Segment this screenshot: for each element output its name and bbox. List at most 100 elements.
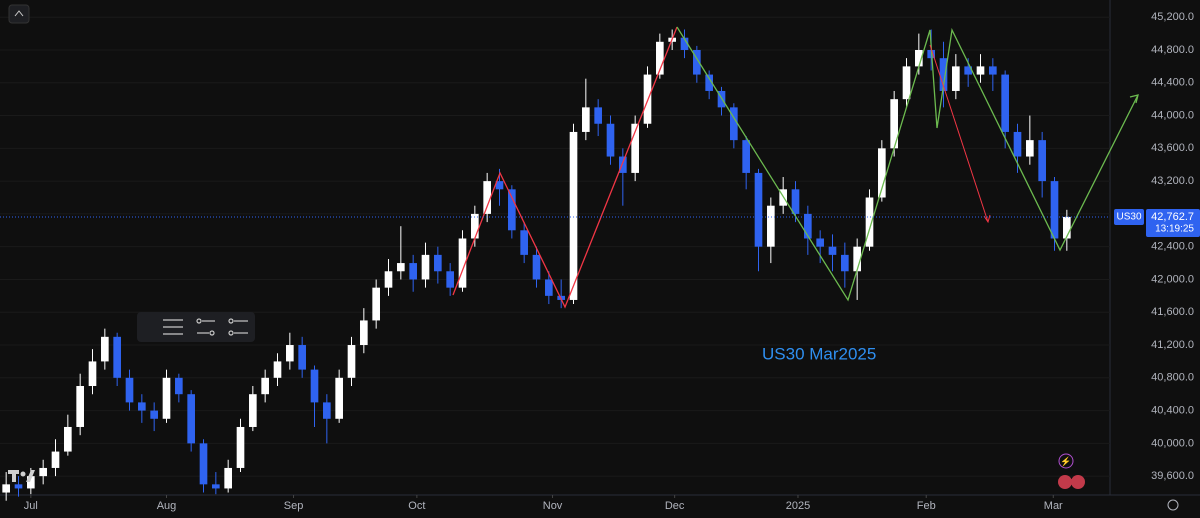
candle-body [939,58,948,91]
candle-body [545,279,553,296]
candle-body [520,230,528,255]
candle-body [631,123,639,173]
candle-body [754,172,763,247]
candle-body [865,197,874,247]
candle-body [2,484,10,493]
candle-body [372,287,380,321]
y-tick-label: 45,200.0 [1151,11,1194,23]
green-arrowhead [1129,94,1139,104]
candle-body [39,467,47,477]
candle-body [434,254,442,272]
candle-body [890,99,898,149]
candle-body [902,66,911,100]
red-arrowhead [983,214,991,224]
y-tick-label: 44,000.0 [1151,109,1194,121]
y-tick-label: 44,800.0 [1151,44,1194,56]
red-zigzag [452,26,678,309]
flag-badge[interactable] [1058,475,1072,489]
candle-body [1038,140,1046,182]
candle-body [804,213,812,239]
candle-body [64,426,72,452]
candle-body [187,394,195,444]
candle-body [989,66,997,75]
candle-body [878,148,886,198]
candle-body [360,320,368,346]
symbol-tag: US30 [1116,212,1141,223]
candle-body [384,271,393,288]
candle-body [471,213,479,239]
candle-body [273,361,282,378]
y-tick-label: 42,000.0 [1151,273,1194,285]
event-icon: ⚡ [1060,455,1071,467]
candle-body [150,410,158,419]
candle-body [619,156,627,173]
x-tick-label: Nov [543,500,563,512]
candle-body [742,140,750,173]
x-tick-label: Feb [917,500,936,512]
candle-body [175,377,183,395]
candle-body [952,66,960,91]
candle-body [261,377,269,395]
candle-body [138,402,146,411]
candle-body [212,484,220,489]
candle-body [323,402,331,419]
candle-body [335,377,343,419]
candle-body [1050,181,1059,239]
candle-body [397,263,405,272]
x-tick-label: Dec [665,500,685,512]
event-badge[interactable] [1058,453,1074,469]
candle-body [705,74,713,91]
candle-body [446,271,454,288]
x-tick-label: Oct [408,500,425,512]
candle-body [76,386,84,427]
candle-body [27,476,35,489]
y-tick-label: 41,200.0 [1151,339,1194,351]
y-tick-label: 40,400.0 [1151,404,1194,416]
candle-body [656,41,664,75]
candle-body [298,345,306,370]
toolbar-icons [163,318,248,336]
candle-body [88,361,97,387]
candle-body [964,66,972,75]
candle-body [606,123,615,157]
candle-body [310,369,319,403]
candle-body [508,189,516,231]
candle-body [14,484,23,489]
candle-body [730,107,738,141]
x-tick-label: Mar [1044,500,1063,512]
candle-body [101,336,109,362]
price-tag: 42,762.7 [1151,211,1194,223]
candle-body [816,238,824,247]
candle-body [162,377,171,419]
y-tick-label: 42,400.0 [1151,241,1194,253]
candle-body [495,181,504,190]
candle-body [582,107,590,132]
y-tick-label: 39,600.0 [1151,470,1194,482]
candle-body [421,254,430,280]
candle-body [828,246,837,255]
candle-body [791,189,800,214]
candle-body [569,131,578,300]
candle-body [199,443,208,485]
y-tick-label: 40,800.0 [1151,372,1194,384]
price-tag-bg [1146,208,1200,237]
flag-badge[interactable] [1071,475,1085,489]
candle-body [841,254,849,272]
x-tick-label: Jul [24,500,38,512]
candle-body [458,238,467,288]
y-tick-label: 43,600.0 [1151,142,1194,154]
candle-body [286,345,294,362]
candle-body [347,345,356,378]
candle-body [125,377,134,403]
drawing-toolbar[interactable] [137,312,255,342]
collapse-button[interactable] [8,4,30,24]
settings-icon[interactable] [1167,499,1179,511]
x-tick-label: Sep [284,500,304,512]
candle-body [224,467,232,489]
candle-body [693,49,701,75]
y-tick-label: 44,400.0 [1151,77,1194,89]
candle-body [51,451,60,468]
candle-body [249,394,257,427]
